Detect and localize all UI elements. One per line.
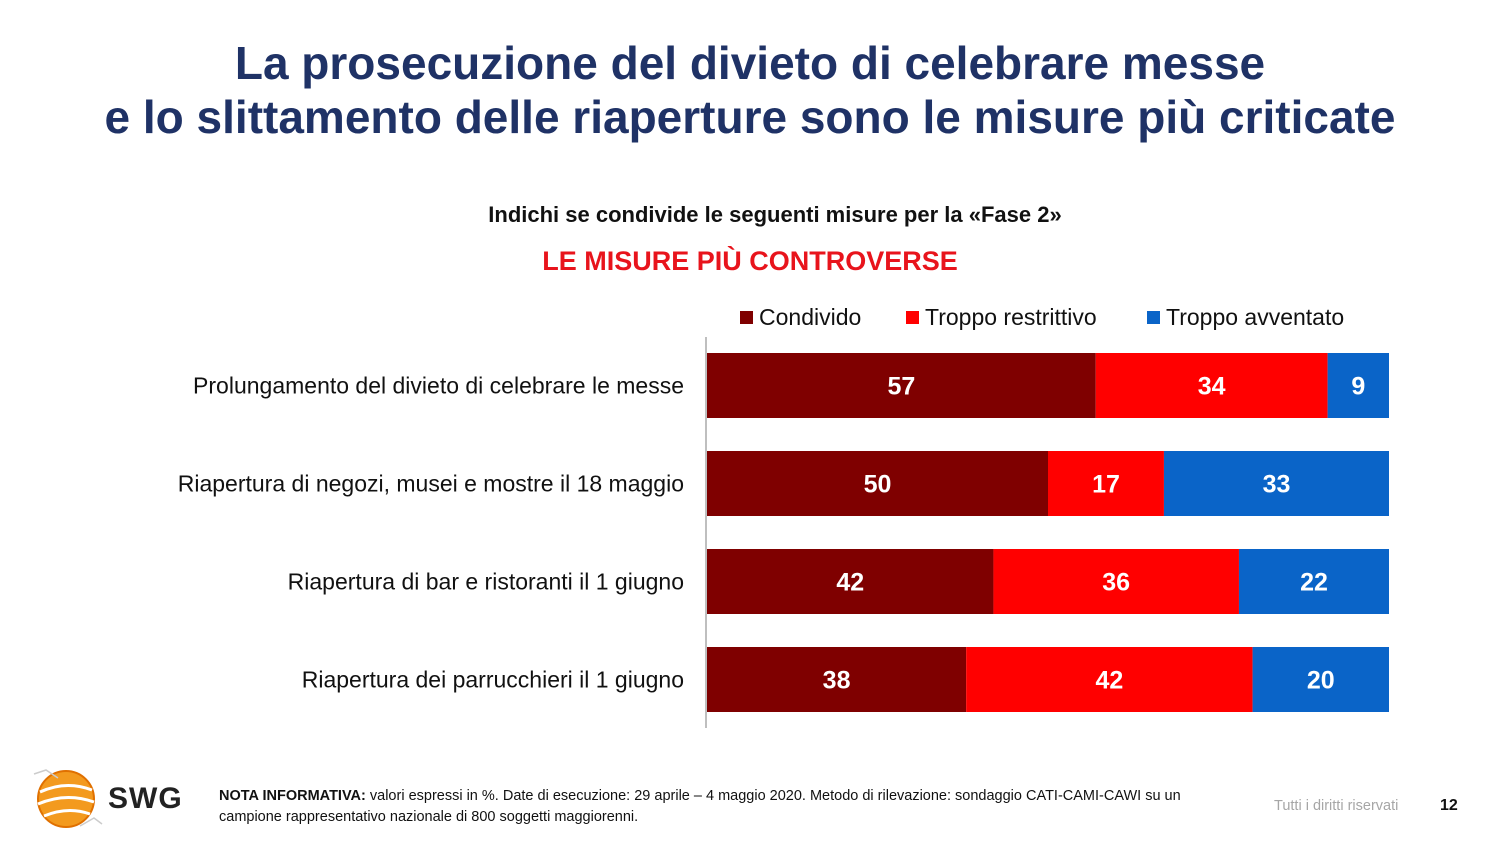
data-label-2-0: 42 [836, 569, 864, 597]
chart-question: Indichi se condivide le seguenti misure … [488, 202, 1062, 227]
category-label-1: Riapertura di negozi, musei e mostre il … [178, 471, 684, 497]
rights-text: Tutti i diritti riservati [1274, 798, 1399, 814]
legend-swatch-0 [740, 311, 753, 324]
data-label-1-1: 17 [1092, 471, 1120, 499]
page-number: 12 [1440, 797, 1458, 814]
category-label-0: Prolungamento del divieto di celebrare l… [193, 373, 684, 399]
bar-3-2 [1252, 647, 1389, 712]
bar-0-1 [1095, 353, 1328, 418]
data-label-0-2: 9 [1351, 373, 1365, 401]
data-label-1-2: 33 [1263, 471, 1291, 499]
bar-2-1 [993, 549, 1239, 614]
legend-label-0: Condivido [759, 304, 861, 330]
data-label-2-1: 36 [1102, 569, 1130, 597]
title-line-1: La prosecuzione del divieto di celebrare… [234, 37, 1266, 89]
legend-swatch-2 [1147, 311, 1160, 324]
category-label-2: Riapertura di bar e ristoranti il 1 giug… [288, 569, 684, 595]
data-label-3-0: 38 [823, 667, 851, 695]
data-label-0-0: 57 [887, 373, 915, 401]
footer-note-label: NOTA INFORMATIVA: [219, 788, 366, 804]
data-label-2-2: 22 [1300, 569, 1328, 597]
bar-1-2 [1163, 451, 1389, 516]
chart-highlight-label: LE MISURE PIÙ CONTROVERSE [542, 246, 958, 276]
bar-1-0 [707, 451, 1048, 516]
bar-1-1 [1048, 451, 1164, 516]
category-label-3: Riapertura dei parrucchieri il 1 giugno [302, 667, 684, 693]
legend-swatch-1 [906, 311, 919, 324]
footer-note-text: valori espressi in %. Date di esecuzione… [219, 788, 1181, 825]
bar-0-2 [1327, 353, 1389, 418]
page-title: La prosecuzione del divieto di celebrare… [0, 36, 1500, 144]
data-label-3-1: 42 [1095, 667, 1123, 695]
legend-label-2: Troppo avventato [1166, 304, 1344, 330]
swg-logo [33, 769, 103, 828]
stacked-bar-chart: Condivido Troppo restrittivo Troppo avvent… [178, 304, 1389, 728]
logo-text: SWG [108, 782, 183, 815]
footer-note: NOTA INFORMATIVA: valori espressi in %. … [219, 786, 1209, 828]
bar-3-1 [966, 647, 1253, 712]
bar-0-0 [707, 353, 1096, 418]
data-label-3-2: 20 [1307, 667, 1335, 695]
data-label-0-1: 34 [1198, 373, 1226, 401]
legend-label-1: Troppo restrittivo [925, 304, 1097, 330]
title-line-2: e lo slittamento delle riaperture sono l… [104, 91, 1396, 143]
bar-2-0 [707, 549, 994, 614]
bar-3-0 [707, 647, 967, 712]
bar-2-2 [1238, 549, 1389, 614]
data-label-1-0: 50 [864, 471, 892, 499]
